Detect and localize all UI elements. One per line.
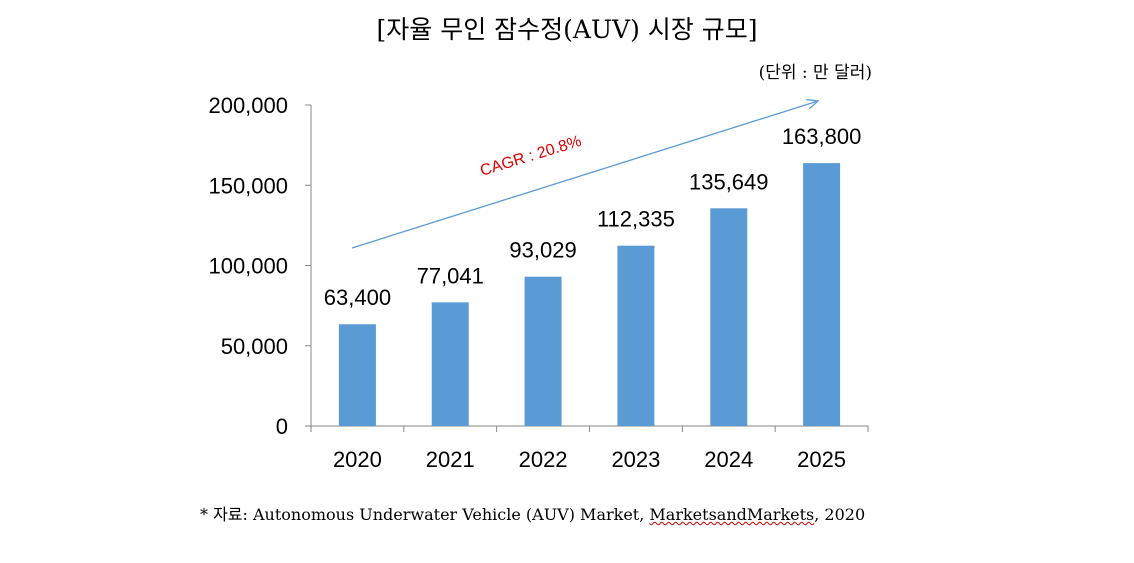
- y-tick-label: 100,000: [208, 254, 288, 279]
- unit-label: (단위 : 만 달러): [758, 63, 872, 83]
- data-label-2024: 135,649: [689, 169, 769, 194]
- x-tick-label: 2024: [704, 447, 753, 472]
- y-tick-label: 150,000: [208, 173, 288, 198]
- data-label-2023: 112,335: [597, 207, 675, 232]
- bar-2022: [524, 276, 562, 426]
- data-labels: 63,400 77,041 93,029 112,335 135,649 163,800: [324, 124, 862, 310]
- source-prefix: * 자료: Autonomous Underwater Vehicle (AUV…: [200, 505, 650, 524]
- bars: [338, 163, 841, 426]
- chart-title: [자율 무인 잠수정(AUV) 시장 규모]: [376, 15, 758, 44]
- bar-2024: [710, 208, 748, 426]
- data-label-2020: 63,400: [324, 285, 391, 310]
- y-tick-label: 50,000: [221, 334, 288, 359]
- y-tick-label: 0: [276, 414, 288, 439]
- source-publisher: MarketsandMarkets: [649, 505, 815, 524]
- bar-2020: [338, 324, 376, 426]
- x-tick-label: 2025: [797, 447, 846, 472]
- cagr-label: CAGR : 20.8%: [478, 133, 583, 180]
- y-tick-label: 200,000: [208, 93, 288, 118]
- source-note: * 자료: Autonomous Underwater Vehicle (AUV…: [200, 504, 920, 526]
- bar-2021: [431, 302, 469, 426]
- source-suffix: , 2020: [814, 505, 866, 524]
- x-tick-label: 2021: [426, 447, 475, 472]
- x-tick-label: 2020: [333, 447, 382, 472]
- bar-2023: [617, 245, 655, 426]
- data-label-2021: 77,041: [417, 263, 484, 288]
- x-tick-label: 2023: [611, 447, 660, 472]
- cagr-arrow: [351, 101, 818, 249]
- data-label-2022: 93,029: [509, 238, 576, 263]
- axes: 0 50,000 100,000 150,000 200,000 2020 2021 2022…: [208, 93, 869, 472]
- bar-2025: [803, 163, 841, 426]
- x-tick-label: 2022: [519, 447, 568, 472]
- data-label-2025: 163,800: [782, 124, 862, 149]
